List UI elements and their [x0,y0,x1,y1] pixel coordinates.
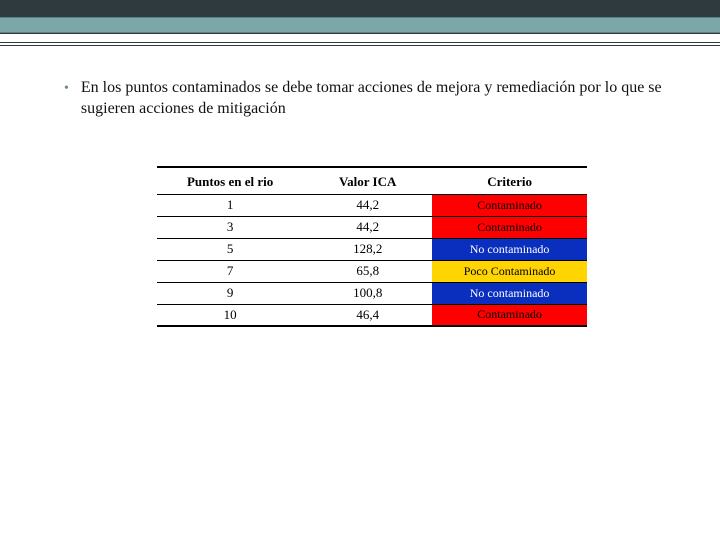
cell-valor: 65,8 [303,260,432,282]
table-body: 144,2Contaminado344,2Contaminado5128,2No… [157,194,587,326]
header-white-cut [0,34,418,42]
criterio-badge: Contaminado [432,217,587,238]
ica-table-wrap: Puntos en el rio Valor ICA Criterio 144,… [157,166,587,328]
table-row: 344,2Contaminado [157,216,587,238]
cell-criterio: No contaminado [432,238,587,260]
cell-valor: 100,8 [303,282,432,304]
criterio-badge: Poco Contaminado [432,261,587,282]
table-row: 144,2Contaminado [157,194,587,216]
criterio-badge: Contaminado [432,305,587,326]
bullet-dot-icon: • [64,78,69,99]
header-double-line [0,42,720,46]
cell-valor: 44,2 [303,194,432,216]
cell-criterio: Contaminado [432,304,587,326]
cell-punto: 7 [157,260,303,282]
cell-punto: 9 [157,282,303,304]
cell-punto: 3 [157,216,303,238]
criterio-badge: No contaminado [432,239,587,260]
cell-valor: 128,2 [303,238,432,260]
table-row: 765,8Poco Contaminado [157,260,587,282]
ica-table: Puntos en el rio Valor ICA Criterio 144,… [157,166,587,328]
criterio-badge: No contaminado [432,283,587,304]
table-row: 9100,8No contaminado [157,282,587,304]
cell-criterio: Contaminado [432,216,587,238]
cell-criterio: Contaminado [432,194,587,216]
cell-criterio: No contaminado [432,282,587,304]
cell-valor: 46,4 [303,304,432,326]
table-row: 1046,4Contaminado [157,304,587,326]
bullet-item: • En los puntos contaminados se debe tom… [64,78,680,120]
table-row: 5128,2No contaminado [157,238,587,260]
th-valor: Valor ICA [303,167,432,195]
bullet-text: En los puntos contaminados se debe tomar… [81,78,680,120]
table-header-row: Puntos en el rio Valor ICA Criterio [157,167,587,195]
cell-punto: 10 [157,304,303,326]
th-criterio: Criterio [432,167,587,195]
criterio-badge: Contaminado [432,195,587,216]
cell-valor: 44,2 [303,216,432,238]
header-teal-bar [0,17,720,33]
th-punto: Puntos en el rio [157,167,303,195]
cell-punto: 1 [157,194,303,216]
cell-punto: 5 [157,238,303,260]
cell-criterio: Poco Contaminado [432,260,587,282]
content-area: • En los puntos contaminados se debe tom… [0,78,720,327]
